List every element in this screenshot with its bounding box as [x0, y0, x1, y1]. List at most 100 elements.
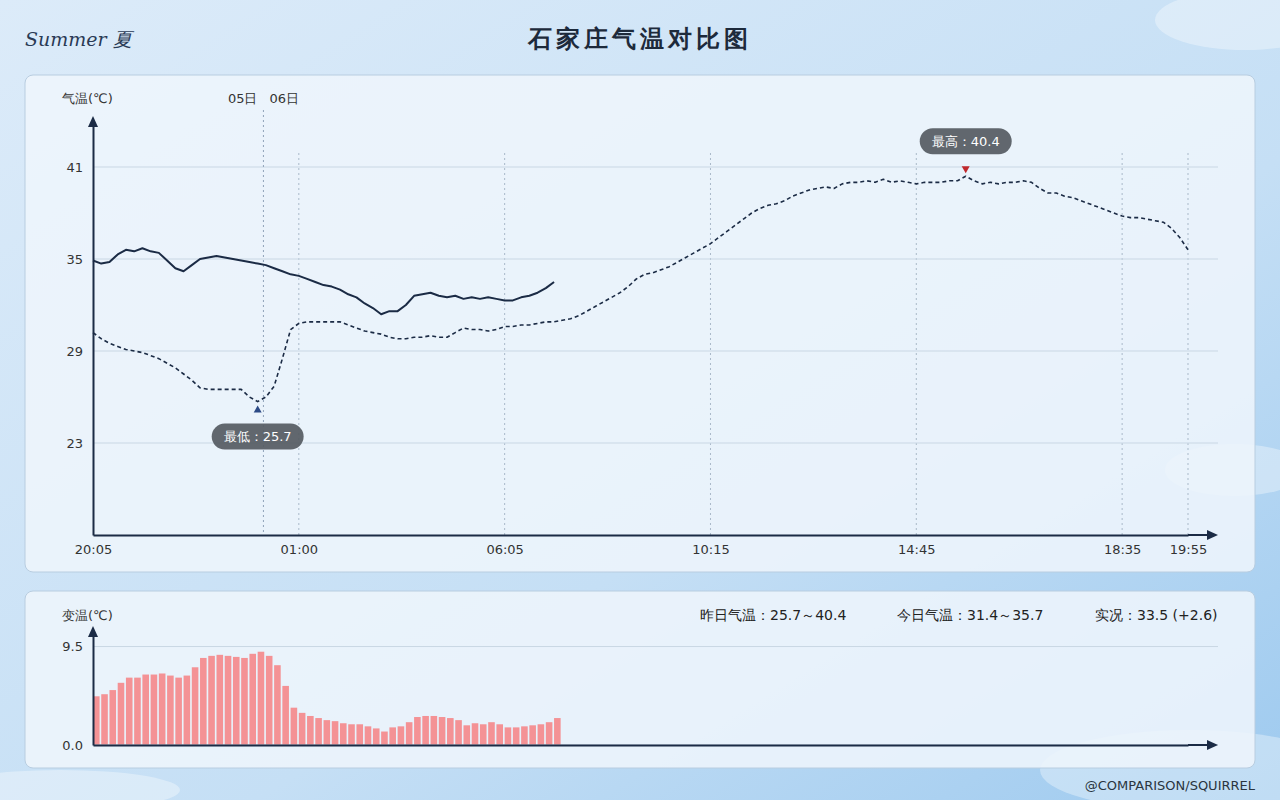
bar — [258, 652, 265, 745]
tick-label: 14:45 — [898, 542, 935, 557]
tick-label: 18:35 — [1104, 542, 1141, 557]
bar — [398, 726, 405, 745]
bar — [192, 667, 199, 745]
bar — [184, 676, 191, 745]
bar — [249, 654, 256, 745]
credit: @COMPARISON/SQUIRREL — [1085, 778, 1256, 793]
annotation-box — [212, 424, 304, 450]
tick-label: 0.0 — [62, 738, 83, 753]
chart-root: Summer 夏石家庄气温对比图@COMPARISON/SQUIRREL2329… — [0, 0, 1280, 800]
y-axis: 23 29 35 41 — [66, 122, 93, 536]
bar — [241, 658, 248, 745]
y-axis: 0.09.5 — [62, 632, 93, 753]
plot-area — [93, 652, 561, 745]
tick-label: 29 — [66, 344, 83, 359]
tick: 0.0 — [62, 738, 93, 753]
axis-arrow — [88, 626, 98, 637]
grid-line-vertical — [710, 151, 711, 535]
panel — [25, 75, 1255, 572]
series-line — [93, 248, 554, 314]
bar — [488, 722, 495, 745]
x-axis: 20:05 01:00 06:05 10:15 14:45 18:35 19:55 — [75, 535, 1207, 557]
chart-container: Summer 夏石家庄气温对比图@COMPARISON/SQUIRREL2329… — [0, 0, 1280, 800]
tick: 23 — [66, 436, 93, 451]
grid-line-vertical — [1122, 151, 1123, 535]
tick-label: 35 — [66, 252, 83, 267]
axis-arrow — [1207, 740, 1218, 750]
bar — [348, 724, 355, 745]
tick: 19:55 — [1170, 535, 1207, 557]
bar — [496, 724, 503, 745]
bar — [422, 716, 429, 745]
bar — [208, 656, 215, 745]
bar — [324, 720, 331, 745]
axis-line — [93, 632, 95, 746]
info-text: 实况：33.5 (+2.6) — [1095, 607, 1218, 623]
bar — [126, 678, 133, 745]
bar — [546, 722, 553, 745]
grid-line — [93, 745, 1218, 746]
bar — [233, 657, 240, 745]
bar — [175, 678, 182, 745]
bar — [505, 727, 512, 745]
bar — [529, 725, 536, 745]
plot-area — [93, 176, 1188, 401]
day-divider — [263, 110, 264, 535]
bar — [365, 726, 372, 745]
bar-chart: 0.09.5变温(℃)昨日气温：25.7～40.4今日气温：31.4～35.7实… — [62, 607, 1218, 753]
bar — [513, 727, 520, 745]
axis-arrow — [1207, 530, 1218, 540]
bar — [521, 726, 528, 745]
bar — [307, 716, 314, 745]
bar — [554, 718, 561, 745]
tick: 18:35 — [1104, 535, 1141, 557]
annotation-marker — [962, 166, 970, 173]
bar — [381, 732, 388, 745]
tick-label: 10:15 — [692, 542, 729, 557]
bar — [447, 718, 454, 745]
grid-line-vertical — [504, 151, 505, 535]
bar — [406, 722, 413, 745]
bar — [439, 717, 446, 745]
grid-line-vertical — [298, 151, 299, 535]
bar — [200, 658, 207, 745]
logo: Summer 夏 — [25, 28, 135, 50]
tick: 01:00 — [281, 535, 318, 557]
x-axis — [94, 745, 1189, 746]
grid-line — [93, 351, 1218, 352]
bar — [109, 690, 116, 745]
tick: 20:05 — [75, 535, 112, 557]
bar — [266, 656, 273, 745]
bar — [216, 655, 223, 745]
bar — [101, 694, 108, 745]
bar — [463, 725, 470, 745]
bar — [480, 724, 487, 745]
bar — [151, 675, 158, 745]
tick-label: 20:05 — [75, 542, 112, 557]
axis-arrow — [88, 116, 98, 127]
tick: 06:05 — [486, 535, 523, 557]
grid-line — [93, 646, 1218, 647]
bar — [315, 718, 322, 745]
tick: 35 — [66, 252, 93, 267]
bar — [274, 665, 281, 745]
axis-line — [94, 745, 1189, 747]
tick-label: 23 — [66, 436, 83, 451]
day-label: 05日 — [228, 91, 258, 106]
tick: 41 — [66, 160, 93, 175]
bar — [291, 708, 298, 745]
bar — [389, 727, 396, 745]
info-text: 今日气温：31.4～35.7 — [897, 607, 1043, 623]
bar — [373, 728, 380, 745]
annotation-label: 最高：40.4 — [932, 134, 1000, 149]
grid-line — [93, 167, 1218, 168]
bar — [431, 716, 438, 745]
tick-label: 41 — [66, 160, 83, 175]
bar — [142, 675, 149, 745]
tick-label: 19:55 — [1170, 542, 1207, 557]
info-text: 昨日气温：25.7～40.4 — [700, 607, 846, 623]
grid-line-vertical — [1188, 151, 1189, 535]
series-line — [93, 176, 1188, 401]
bar — [356, 724, 363, 745]
bar — [340, 723, 347, 745]
